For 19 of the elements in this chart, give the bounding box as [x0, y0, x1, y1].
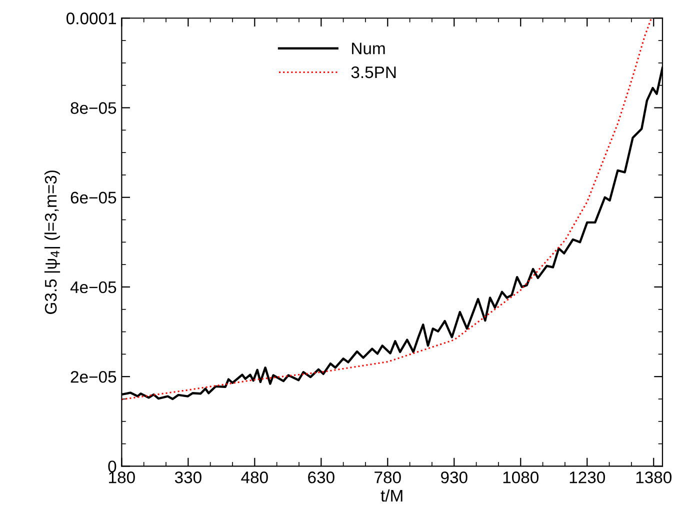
x-tick-label: 330	[174, 472, 202, 484]
x-tick-label: 780	[374, 472, 401, 484]
y-tick-label: 6e−05	[70, 192, 116, 204]
x-axis-title: t/M	[380, 489, 402, 502]
x-tick-label: 1080	[503, 472, 539, 484]
x-tick-label: 930	[441, 472, 468, 484]
y-tick-label: 0.0001	[66, 12, 116, 24]
x-tick-label: 630	[308, 472, 334, 484]
x-tick-label: 180	[109, 472, 135, 484]
legend-label: 3.5PN	[351, 66, 396, 78]
legend-label: Num	[352, 42, 385, 54]
y-tick-label: 2e−05	[70, 370, 116, 383]
x-tick-label: 480	[241, 472, 268, 484]
x-tick-label: 1230	[570, 472, 606, 484]
y-tick-label: 4e−05	[70, 281, 116, 294]
y-tick-label: 0	[108, 460, 116, 472]
y-axis-title: G3.5 |ψ$_{4}$| (l=3,m=3)	[44, 170, 60, 314]
y-tick-label: 8e−05	[70, 102, 116, 114]
x-tick-label: 1380	[636, 472, 672, 484]
